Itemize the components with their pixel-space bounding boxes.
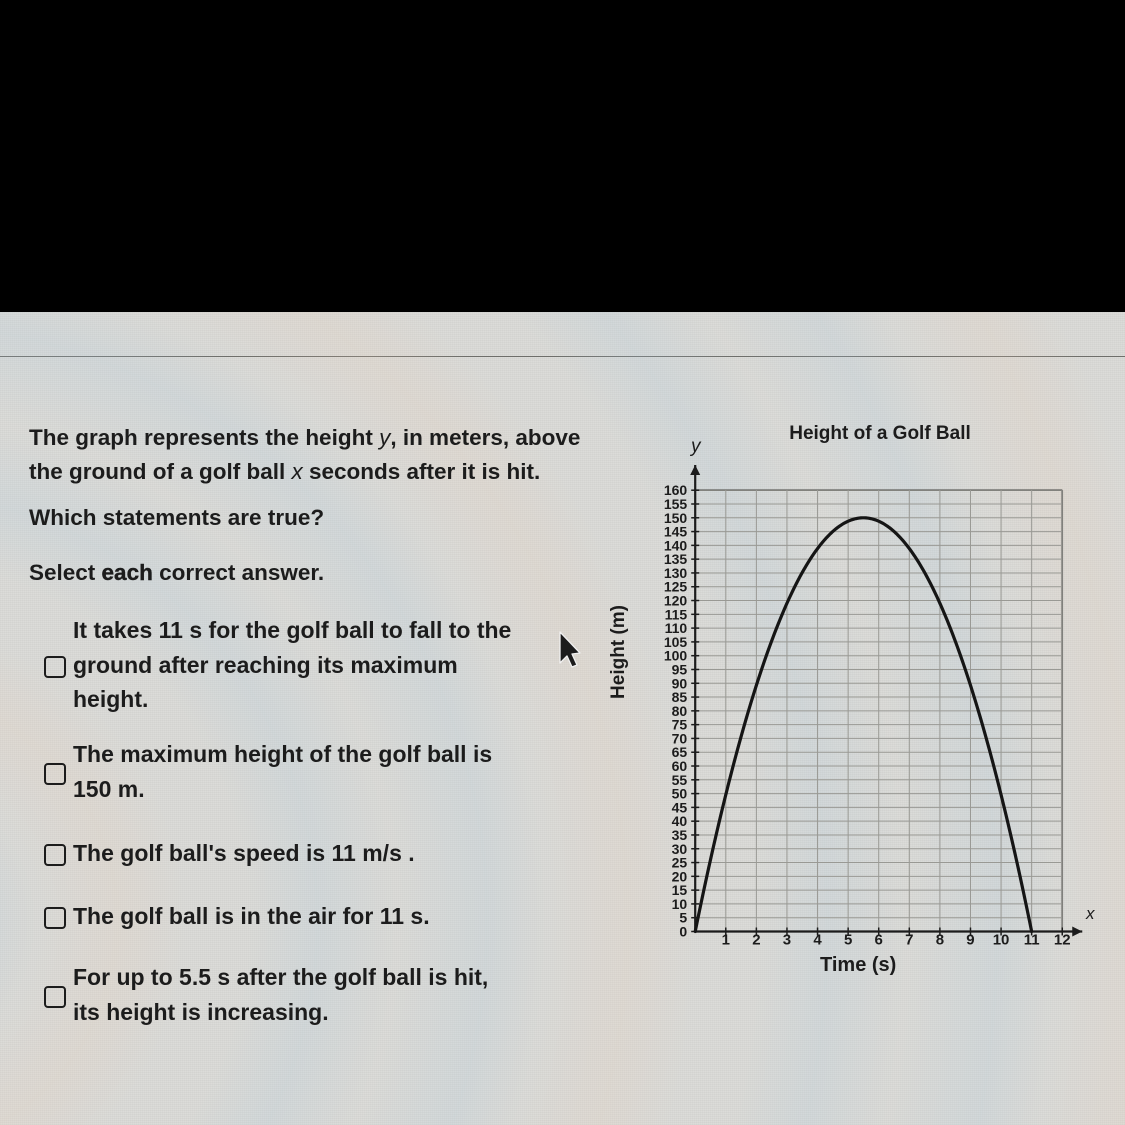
svg-text:125: 125 [664, 579, 688, 595]
svg-text:50: 50 [672, 786, 688, 802]
svg-text:80: 80 [672, 703, 688, 719]
svg-text:100: 100 [664, 648, 688, 664]
svg-text:5: 5 [679, 910, 687, 926]
svg-text:110: 110 [665, 620, 688, 636]
svg-text:75: 75 [672, 717, 688, 733]
svg-text:40: 40 [672, 813, 688, 829]
svg-text:0: 0 [679, 924, 687, 940]
svg-text:90: 90 [672, 675, 688, 691]
svg-text:150: 150 [664, 510, 688, 526]
svg-text:65: 65 [672, 744, 688, 760]
svg-text:105: 105 [664, 634, 688, 650]
svg-text:35: 35 [672, 827, 688, 843]
svg-text:15: 15 [672, 882, 688, 898]
svg-text:135: 135 [664, 551, 688, 567]
svg-text:95: 95 [672, 661, 688, 677]
svg-text:60: 60 [672, 758, 688, 774]
svg-text:115: 115 [665, 606, 688, 622]
svg-text:155: 155 [664, 496, 688, 512]
svg-text:10: 10 [672, 896, 688, 912]
svg-text:45: 45 [672, 799, 688, 815]
svg-text:85: 85 [672, 689, 688, 705]
svg-text:70: 70 [672, 730, 688, 746]
svg-text:25: 25 [672, 855, 688, 871]
svg-text:20: 20 [672, 868, 688, 884]
svg-text:145: 145 [664, 524, 688, 540]
svg-text:55: 55 [672, 772, 688, 788]
svg-text:160: 160 [664, 482, 688, 498]
svg-text:130: 130 [664, 565, 688, 581]
svg-text:140: 140 [664, 537, 688, 553]
svg-text:120: 120 [664, 593, 688, 609]
svg-text:30: 30 [672, 841, 688, 857]
